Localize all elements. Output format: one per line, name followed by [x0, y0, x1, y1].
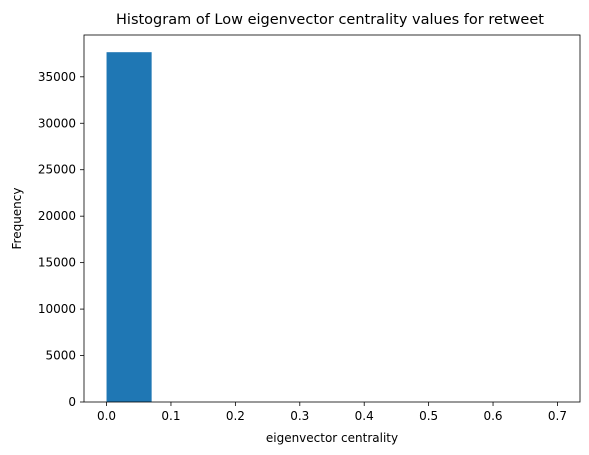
y-tick-label: 25000 [38, 163, 76, 177]
y-tick-label: 30000 [38, 116, 76, 130]
bars-group [106, 52, 558, 403]
y-tick-label: 35000 [38, 70, 76, 84]
plot-frame [83, 34, 581, 403]
x-tick-label: 0.4 [355, 409, 374, 423]
y-axis-label: Frequency [10, 188, 24, 250]
x-tick-label: 0.6 [483, 409, 502, 423]
x-axis-ticks: 0.0 0.1 0.2 0.3 0.4 0.5 0.6 0.7 [97, 402, 567, 423]
x-tick-label: 0.5 [419, 409, 438, 423]
histogram-bar-0 [106, 52, 152, 403]
y-tick-label: 5000 [45, 349, 76, 363]
x-axis-label: eigenvector centrality [266, 431, 398, 445]
x-tick-label: 0.7 [548, 409, 567, 423]
y-tick-label: 0 [68, 395, 76, 409]
x-tick-label: 0.3 [290, 409, 309, 423]
x-tick-label: 0.0 [97, 409, 116, 423]
x-tick-label: 0.1 [161, 409, 180, 423]
y-tick-label: 15000 [38, 256, 76, 270]
x-tick-label: 0.2 [226, 409, 245, 423]
y-axis-ticks: 0 5000 10000 15000 20000 25000 30000 35000 [38, 70, 84, 409]
y-tick-label: 10000 [38, 302, 76, 316]
chart-title: Histogram of Low eigenvector centrality … [116, 12, 544, 28]
y-tick-label: 20000 [38, 209, 76, 223]
